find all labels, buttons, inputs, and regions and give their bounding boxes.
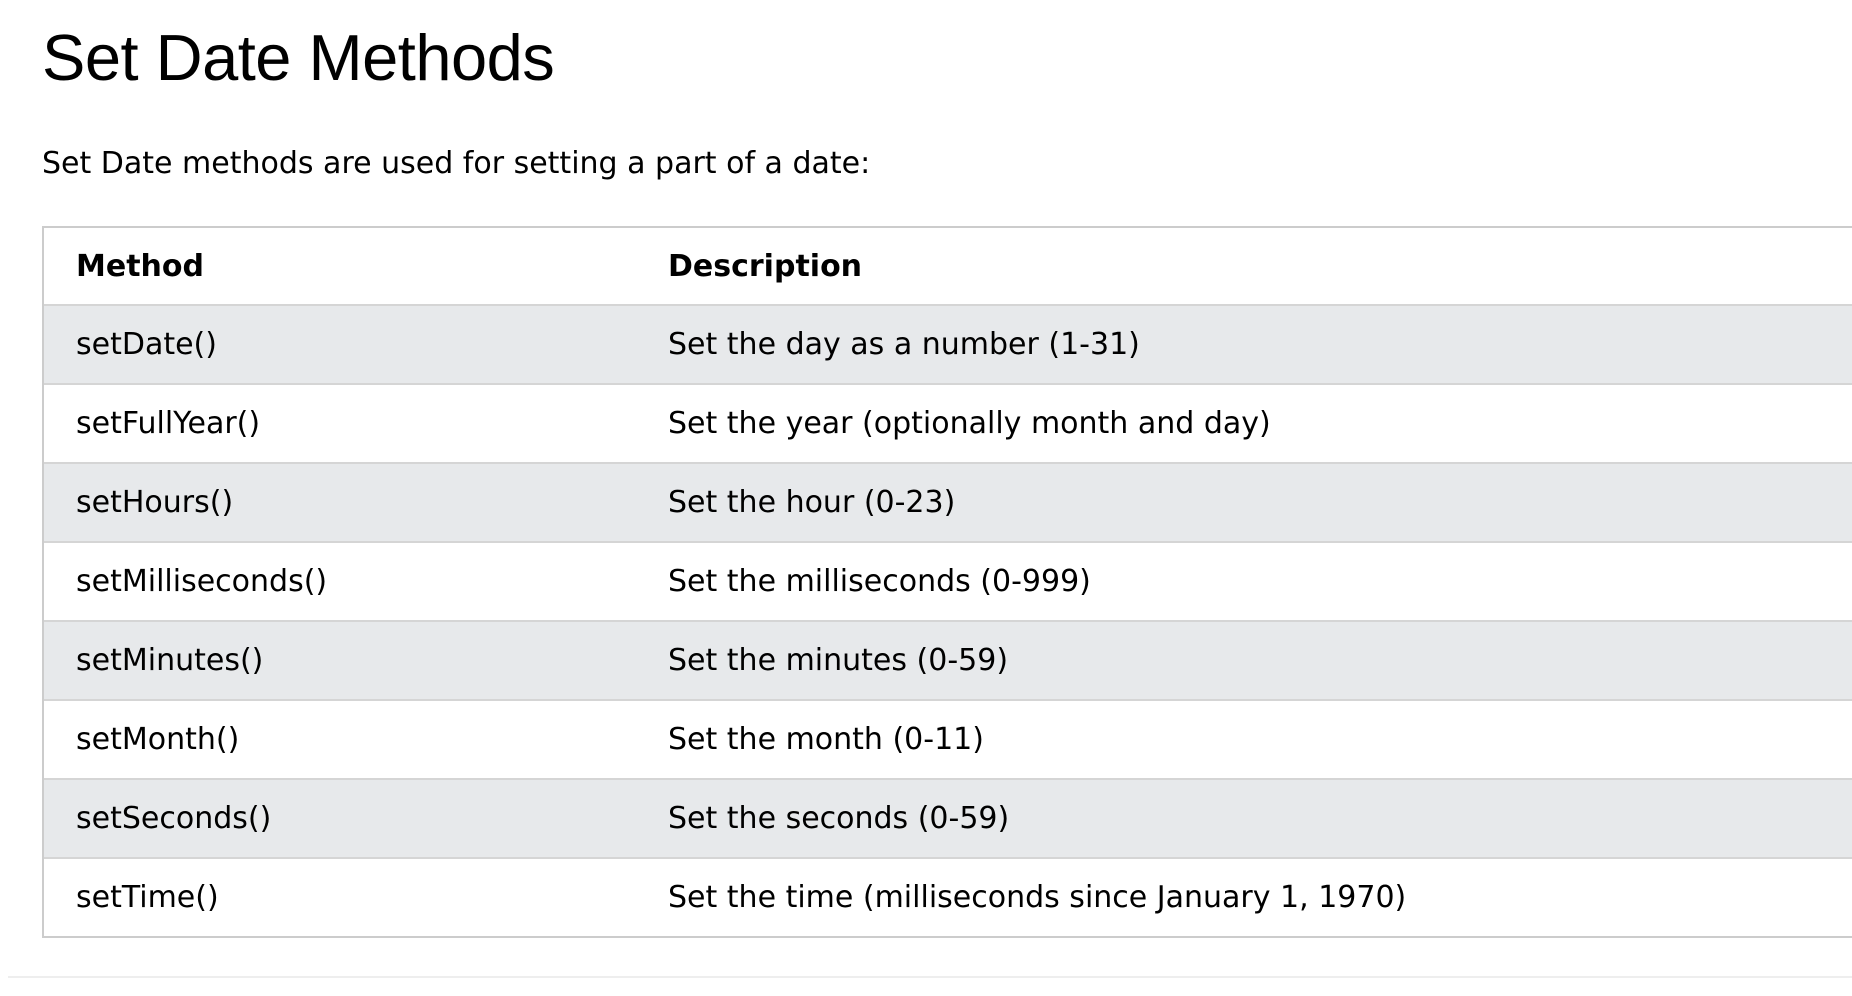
description-cell: Set the seconds (0-59) bbox=[636, 779, 1852, 859]
intro-paragraph: Set Date methods are used for setting a … bbox=[42, 146, 871, 181]
description-cell: Set the day as a number (1-31) bbox=[636, 305, 1852, 385]
table-row: setDate() Set the day as a number (1-31) bbox=[44, 305, 1852, 385]
column-header-method: Method bbox=[44, 228, 636, 306]
description-cell: Set the year (optionally month and day) bbox=[636, 384, 1852, 464]
description-cell: Set the hour (0-23) bbox=[636, 463, 1852, 543]
description-cell: Set the month (0-11) bbox=[636, 700, 1852, 780]
methods-table: Method Description setDate() Set the day… bbox=[44, 228, 1852, 936]
table-row: setMonth() Set the month (0-11) bbox=[44, 700, 1852, 780]
method-cell: setMonth() bbox=[44, 700, 636, 780]
method-cell: setMilliseconds() bbox=[44, 542, 636, 622]
section-divider bbox=[8, 976, 1852, 978]
page-title: Set Date Methods bbox=[42, 21, 555, 94]
method-cell: setMinutes() bbox=[44, 621, 636, 701]
description-cell: Set the minutes (0-59) bbox=[636, 621, 1852, 701]
table-row: setMinutes() Set the minutes (0-59) bbox=[44, 621, 1852, 701]
method-cell: setFullYear() bbox=[44, 384, 636, 464]
table-header-row: Method Description bbox=[44, 228, 1852, 306]
column-header-description: Description bbox=[636, 228, 1852, 306]
table-row: setMilliseconds() Set the milliseconds (… bbox=[44, 542, 1852, 622]
table-row: setHours() Set the hour (0-23) bbox=[44, 463, 1852, 543]
table-row: setFullYear() Set the year (optionally m… bbox=[44, 384, 1852, 464]
table-row: setSeconds() Set the seconds (0-59) bbox=[44, 779, 1852, 859]
method-cell: setSeconds() bbox=[44, 779, 636, 859]
table-row: setTime() Set the time (milliseconds sin… bbox=[44, 858, 1852, 936]
description-cell: Set the milliseconds (0-999) bbox=[636, 542, 1852, 622]
method-cell: setDate() bbox=[44, 305, 636, 385]
method-cell: setTime() bbox=[44, 858, 636, 936]
methods-table-container: Method Description setDate() Set the day… bbox=[42, 226, 1852, 938]
description-cell: Set the time (milliseconds since January… bbox=[636, 858, 1852, 936]
method-cell: setHours() bbox=[44, 463, 636, 543]
